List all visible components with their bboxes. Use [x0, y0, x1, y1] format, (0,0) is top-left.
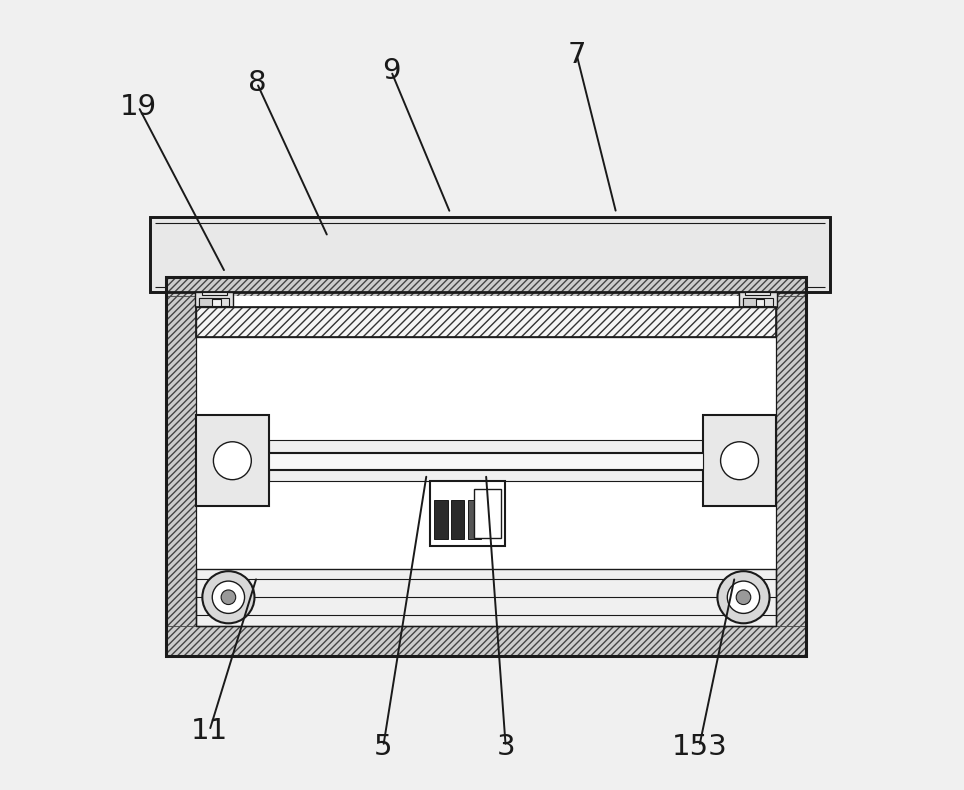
Circle shape	[221, 590, 236, 604]
Bar	[751, 299, 764, 307]
Bar	[166, 276, 806, 656]
Bar	[196, 296, 776, 626]
Bar	[430, 481, 505, 546]
Bar	[150, 217, 830, 292]
Bar	[468, 500, 481, 540]
Bar	[473, 489, 501, 538]
Bar	[196, 307, 776, 337]
Bar	[269, 440, 703, 481]
Bar	[434, 500, 447, 540]
Bar	[166, 626, 806, 656]
Circle shape	[213, 442, 252, 480]
Bar	[201, 292, 227, 295]
Bar	[451, 500, 465, 540]
Bar	[196, 292, 233, 307]
Bar	[269, 453, 703, 468]
Bar	[199, 299, 229, 307]
Text: 9: 9	[382, 57, 400, 85]
Bar	[703, 416, 776, 506]
Bar	[166, 276, 806, 296]
Bar	[742, 299, 773, 307]
Text: 153: 153	[671, 732, 727, 761]
Text: 7: 7	[568, 41, 586, 70]
Bar	[150, 217, 830, 292]
Bar	[166, 276, 196, 656]
Circle shape	[212, 581, 245, 613]
Bar	[166, 276, 806, 656]
Bar	[207, 299, 221, 307]
Circle shape	[202, 571, 254, 623]
Text: 8: 8	[248, 69, 266, 97]
Circle shape	[727, 581, 760, 613]
Circle shape	[717, 571, 769, 623]
Text: 11: 11	[191, 717, 228, 745]
Circle shape	[720, 442, 759, 480]
Text: 3: 3	[496, 732, 515, 761]
Text: 19: 19	[120, 92, 157, 121]
Bar	[742, 299, 756, 307]
Bar	[745, 292, 770, 295]
Bar	[196, 307, 776, 337]
Bar	[738, 292, 777, 307]
Text: 5: 5	[374, 732, 392, 761]
Bar	[199, 299, 212, 307]
Bar	[776, 276, 806, 656]
Bar	[196, 569, 776, 626]
Bar	[196, 416, 269, 506]
Circle shape	[736, 590, 751, 604]
